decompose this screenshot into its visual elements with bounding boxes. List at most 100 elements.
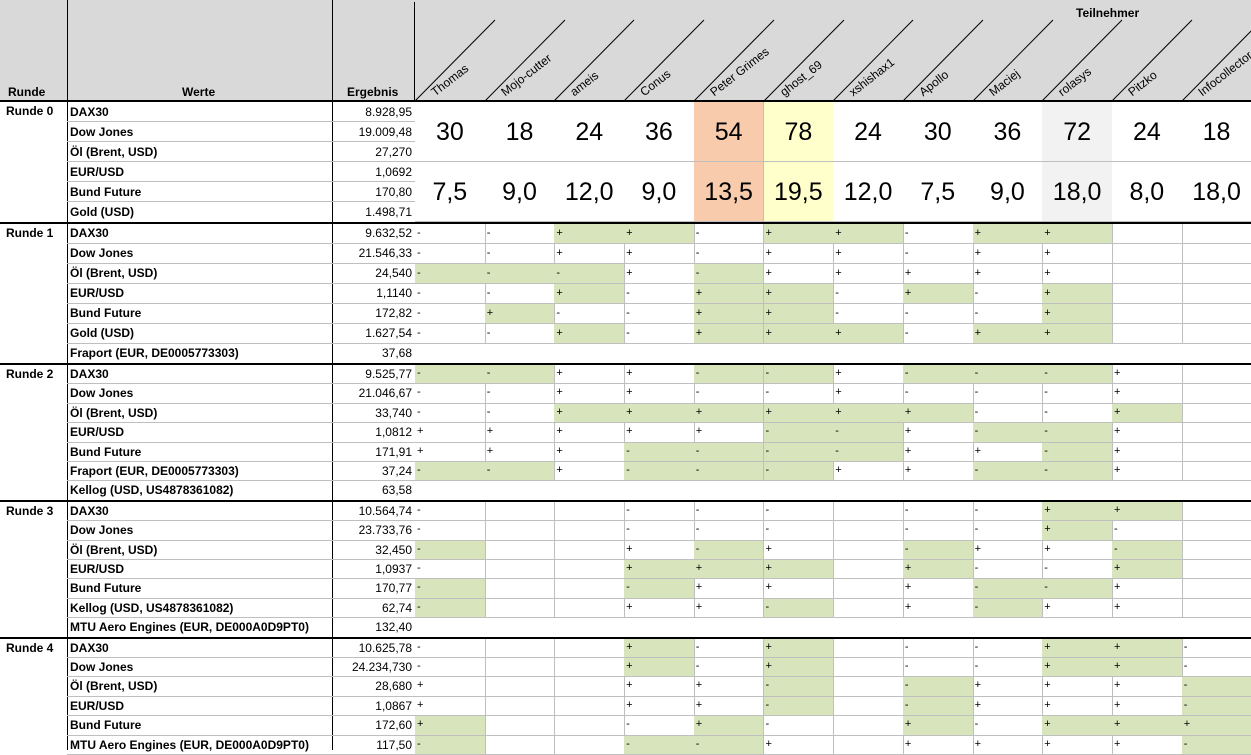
- prediction-cell[interactable]: -: [972, 462, 1044, 482]
- prediction-cell[interactable]: +: [833, 244, 904, 264]
- prediction-cell[interactable]: -: [415, 224, 486, 244]
- prediction-cell[interactable]: [484, 521, 556, 541]
- prediction-cell[interactable]: [484, 501, 556, 522]
- prediction-cell[interactable]: [484, 735, 556, 755]
- prediction-cell[interactable]: +: [763, 658, 835, 678]
- prediction-cell[interactable]: [484, 716, 556, 736]
- prediction-cell[interactable]: [833, 521, 904, 541]
- prediction-cell[interactable]: [1181, 560, 1251, 580]
- prediction-cell[interactable]: -: [1181, 639, 1251, 658]
- prediction-cell[interactable]: +: [902, 598, 974, 619]
- prediction-cell[interactable]: -: [693, 540, 765, 560]
- prediction-cell[interactable]: [1112, 264, 1183, 284]
- prediction-cell[interactable]: -: [415, 560, 486, 580]
- prediction-cell[interactable]: [1181, 284, 1251, 304]
- prediction-cell[interactable]: -: [1042, 423, 1113, 443]
- prediction-cell[interactable]: -: [415, 579, 486, 599]
- prediction-cell[interactable]: -: [693, 365, 765, 385]
- prediction-cell[interactable]: +: [554, 423, 626, 443]
- prediction-cell[interactable]: +: [763, 403, 835, 424]
- score-cell-a[interactable]: [554, 102, 626, 162]
- prediction-cell[interactable]: +: [1042, 521, 1113, 541]
- prediction-cell[interactable]: -: [554, 264, 626, 284]
- prediction-cell[interactable]: -: [415, 304, 486, 324]
- prediction-cell[interactable]: [1181, 502, 1251, 522]
- prediction-cell[interactable]: +: [1042, 224, 1113, 244]
- prediction-cell[interactable]: +: [484, 304, 556, 324]
- prediction-cell[interactable]: -: [902, 365, 974, 385]
- prediction-cell[interactable]: -: [763, 716, 835, 736]
- prediction-cell[interactable]: [833, 735, 904, 755]
- prediction-cell[interactable]: -: [1181, 696, 1251, 717]
- prediction-cell[interactable]: +: [972, 324, 1044, 344]
- prediction-cell[interactable]: -: [833, 284, 904, 304]
- prediction-cell[interactable]: +: [693, 403, 765, 424]
- prediction-cell[interactable]: -: [484, 244, 556, 264]
- prediction-cell[interactable]: +: [554, 403, 626, 424]
- prediction-cell[interactable]: -: [902, 677, 974, 697]
- prediction-cell[interactable]: +: [902, 716, 974, 736]
- prediction-cell[interactable]: [1112, 324, 1183, 344]
- prediction-cell[interactable]: -: [1112, 521, 1183, 541]
- prediction-cell[interactable]: -: [484, 365, 556, 385]
- prediction-cell[interactable]: -: [972, 579, 1044, 599]
- score-cell-a[interactable]: [972, 102, 1044, 162]
- prediction-cell[interactable]: +: [693, 716, 765, 736]
- prediction-cell[interactable]: [1181, 324, 1251, 344]
- prediction-cell[interactable]: +: [972, 224, 1044, 244]
- score-cell-a[interactable]: [763, 102, 835, 162]
- prediction-cell[interactable]: -: [624, 501, 695, 522]
- prediction-cell[interactable]: +: [972, 696, 1044, 717]
- prediction-cell[interactable]: -: [1042, 560, 1113, 580]
- score-cell-b[interactable]: [554, 162, 626, 222]
- prediction-cell[interactable]: -: [763, 423, 835, 443]
- prediction-cell[interactable]: [554, 579, 626, 599]
- prediction-cell[interactable]: +: [902, 560, 974, 580]
- prediction-cell[interactable]: +: [624, 638, 695, 658]
- prediction-cell[interactable]: +: [1112, 598, 1183, 619]
- prediction-cell[interactable]: +: [1042, 638, 1113, 658]
- prediction-cell[interactable]: +: [833, 224, 904, 244]
- prediction-cell[interactable]: [554, 598, 626, 619]
- prediction-cell[interactable]: -: [1042, 462, 1113, 482]
- prediction-cell[interactable]: [554, 735, 626, 755]
- prediction-cell[interactable]: [833, 501, 904, 522]
- score-cell-b[interactable]: [415, 162, 486, 222]
- prediction-cell[interactable]: +: [554, 224, 626, 244]
- prediction-cell[interactable]: -: [624, 442, 695, 462]
- prediction-cell[interactable]: [1181, 579, 1251, 599]
- prediction-cell[interactable]: -: [484, 224, 556, 244]
- prediction-cell[interactable]: [554, 540, 626, 560]
- prediction-cell[interactable]: -: [693, 224, 765, 244]
- prediction-cell[interactable]: [833, 677, 904, 697]
- prediction-cell[interactable]: [833, 598, 904, 619]
- prediction-cell[interactable]: +: [624, 658, 695, 678]
- prediction-cell[interactable]: -: [763, 462, 835, 482]
- prediction-cell[interactable]: +: [972, 677, 1044, 697]
- prediction-cell[interactable]: -: [624, 735, 695, 755]
- prediction-cell[interactable]: +: [763, 304, 835, 324]
- prediction-cell[interactable]: +: [624, 598, 695, 619]
- prediction-cell[interactable]: +: [1112, 403, 1183, 424]
- prediction-cell[interactable]: +: [415, 442, 486, 462]
- prediction-cell[interactable]: -: [833, 442, 904, 462]
- prediction-cell[interactable]: +: [763, 224, 835, 244]
- prediction-cell[interactable]: -: [484, 324, 556, 344]
- prediction-cell[interactable]: [484, 638, 556, 658]
- prediction-cell[interactable]: -: [763, 501, 835, 522]
- prediction-cell[interactable]: [554, 638, 626, 658]
- prediction-cell[interactable]: +: [763, 324, 835, 344]
- prediction-cell[interactable]: +: [763, 540, 835, 560]
- prediction-cell[interactable]: [833, 638, 904, 658]
- prediction-cell[interactable]: +: [554, 442, 626, 462]
- prediction-cell[interactable]: -: [415, 658, 486, 678]
- prediction-cell[interactable]: [1181, 304, 1251, 324]
- prediction-cell[interactable]: +: [415, 716, 486, 736]
- prediction-cell[interactable]: +: [902, 579, 974, 599]
- prediction-cell[interactable]: +: [1112, 735, 1183, 755]
- header-teilnehmer[interactable]: Teilnehmer: [1076, 6, 1140, 20]
- prediction-cell[interactable]: -: [415, 403, 486, 424]
- prediction-cell[interactable]: -: [484, 384, 556, 404]
- prediction-cell[interactable]: +: [833, 384, 904, 404]
- prediction-cell[interactable]: +: [693, 696, 765, 717]
